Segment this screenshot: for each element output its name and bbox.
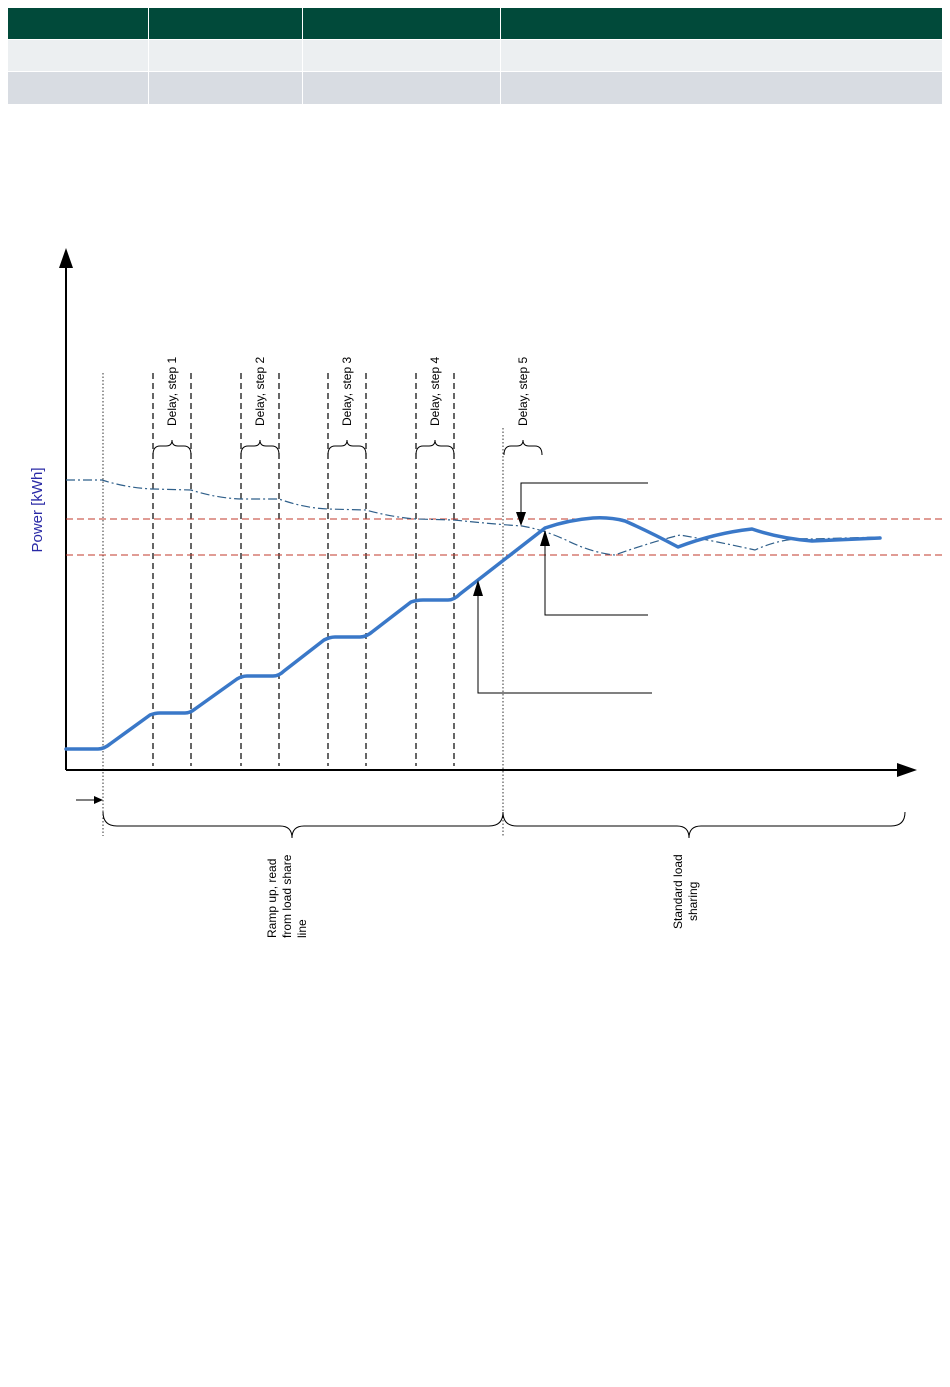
table-cell <box>149 40 303 71</box>
ramp-up-label-line: line <box>295 919 309 938</box>
table-cell <box>8 72 149 104</box>
ramp-up-label-line: Ramp up, read <box>265 859 279 938</box>
header-cell <box>149 8 303 39</box>
delay-step-label: Delay, step 3 <box>340 357 354 426</box>
callout-arrow-icon <box>540 530 550 546</box>
header-table <box>8 8 942 104</box>
delay-step-label: Delay, step 1 <box>165 357 179 426</box>
header-table-head-row <box>8 8 942 39</box>
standard-phase-label: Standard load sharing <box>671 854 700 929</box>
table-row <box>8 72 942 104</box>
delay-step-label: Delay, step 4 <box>428 357 442 426</box>
table-cell <box>303 72 501 104</box>
target-load-line <box>66 479 881 556</box>
delay-step-lines <box>152 373 455 766</box>
table-cell <box>8 40 149 71</box>
power-line <box>64 516 882 751</box>
standard-label-line: Standard load <box>671 854 685 929</box>
y-axis-arrow-icon <box>59 248 73 268</box>
callout-arrow-icon <box>473 580 483 596</box>
start-arrow-icon <box>94 796 103 804</box>
table-row <box>8 40 942 71</box>
header-cell <box>303 8 501 39</box>
y-axis-label: Power [kWh] <box>29 467 46 552</box>
callout-arrow-icon <box>516 512 526 526</box>
ramp-up-phase-label: Ramp up, read from load share line <box>265 854 309 938</box>
table-cell <box>149 72 303 104</box>
x-axis-arrow-icon <box>897 763 917 777</box>
ramp-up-phase-brace <box>102 811 504 839</box>
standard-phase-brace <box>502 811 906 839</box>
delay-step-label: Delay, step 2 <box>253 357 267 426</box>
ramp-up-label-line: from load share <box>280 854 294 938</box>
table-cell <box>303 40 501 71</box>
callout-arrows <box>477 482 652 694</box>
delay-step-label: Delay, step 5 <box>516 357 530 426</box>
standard-label-line: sharing <box>686 882 700 921</box>
delay-step-braces <box>152 439 543 456</box>
header-cell <box>8 8 149 39</box>
